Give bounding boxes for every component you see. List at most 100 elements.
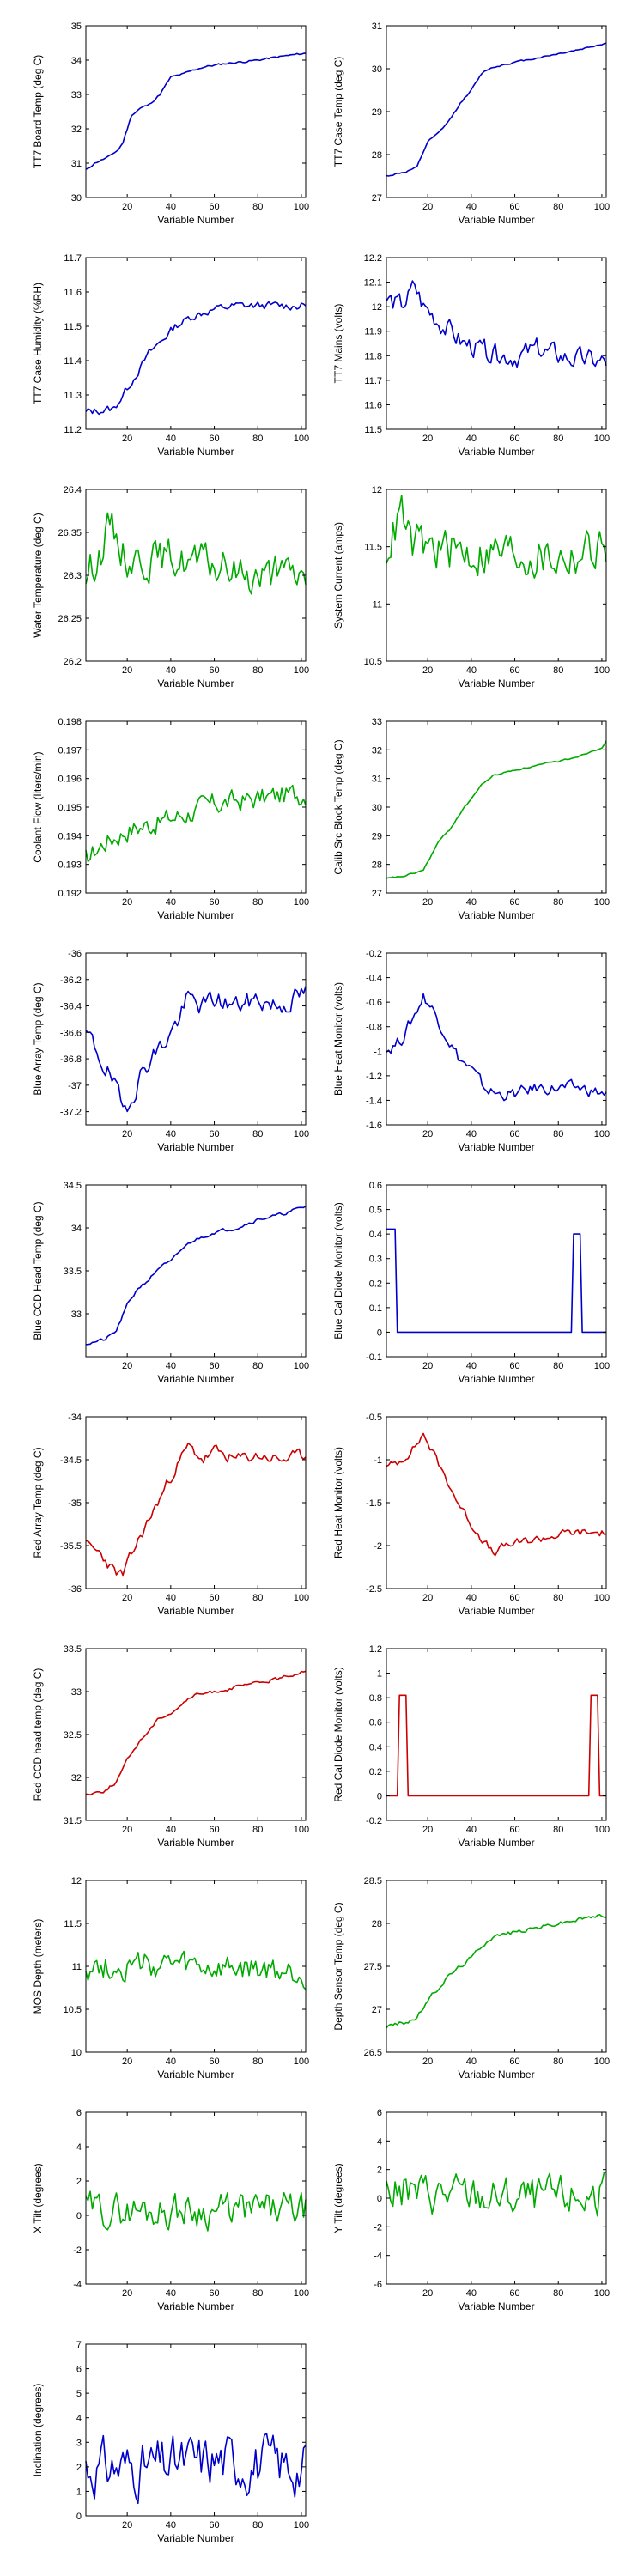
chart-blue-heat-monitor: 20 40 60 80 100 -1.6 -1.4 -1.2 -1 -0.8 -0.6 -0.4 -0.…: [332, 949, 610, 1153]
y-tick-label: -35: [68, 1498, 82, 1509]
x-tick-label: 40: [166, 2057, 176, 2067]
y-tick-label: -1: [374, 1455, 382, 1466]
y-axis-label: Blue Cal Diode Monitor (volts): [332, 1202, 344, 1339]
y-tick-label: 31.5: [64, 1816, 82, 1826]
y-tick-label: 10.5: [364, 657, 382, 667]
y-tick-label: 31: [372, 21, 382, 32]
x-tick-label: 20: [422, 1361, 433, 1371]
x-tick-label: 40: [166, 1361, 176, 1371]
axes-frame: [386, 1880, 607, 2053]
x-tick-label: 60: [509, 1593, 519, 1603]
series-line: [85, 1670, 307, 1796]
y-tick-label: -0.4: [366, 974, 382, 984]
chart-calib-src-block-temp: 20 40 60 80 100 27 28 29 30 31 32 33 Variable Number…: [332, 717, 610, 921]
series-line: [85, 52, 307, 170]
y-tick-label: 29: [372, 107, 382, 118]
y-tick-label: -4: [374, 2251, 382, 2262]
x-tick-label: 80: [553, 1593, 563, 1603]
x-tick-label: 80: [553, 434, 563, 444]
chart-red-heat-monitor: 20 40 60 80 100 -2.5 -2 -1.5 -1 -0.5 Variable Numb…: [332, 1413, 610, 1617]
y-tick-label: 3: [76, 2438, 82, 2448]
y-axis-label: TT7 Board Temp (deg C): [32, 55, 44, 169]
x-tick-label: 60: [209, 2057, 219, 2067]
chart-board-temp: 20 40 60 80 100 30 31 32 33 34 35 Variable Number TT…: [32, 21, 309, 226]
chart-y-tilt: 20 40 60 80 100 -6 -4 -2 0 2 4 6 Variable Number Y Ti…: [332, 2108, 610, 2312]
y-tick-label: 0.198: [58, 717, 82, 727]
y-tick-label: 0.193: [58, 860, 82, 871]
y-tick-label: 28: [372, 150, 382, 161]
x-tick-label: 100: [594, 434, 610, 444]
x-tick-label: 100: [594, 2288, 610, 2299]
x-tick-label: 60: [509, 1361, 519, 1371]
y-tick-label: 30: [71, 193, 82, 204]
series-line: [386, 993, 607, 1102]
y-tick-label: 0.197: [58, 745, 82, 756]
y-tick-label: 0: [377, 2194, 382, 2204]
x-tick-label: 20: [422, 202, 433, 212]
series-line: [85, 2432, 307, 2505]
x-tick-label: 100: [594, 1825, 610, 1835]
y-tick-label: -36.6: [60, 1028, 82, 1038]
x-tick-label: 100: [294, 2520, 309, 2530]
x-tick-label: 40: [466, 434, 477, 444]
y-tick-label: 11.5: [364, 543, 382, 553]
axes-frame: [85, 2111, 307, 2285]
y-tick-label: -0.2: [366, 1816, 382, 1826]
y-tick-label: 26.2: [64, 657, 82, 667]
axes-frame: [386, 489, 607, 662]
y-tick-label: 11.5: [364, 425, 382, 435]
y-tick-label: -1.4: [366, 1096, 382, 1106]
y-tick-label: 0: [76, 2512, 82, 2522]
axes-frame: [85, 25, 307, 198]
y-tick-label: 27: [372, 2005, 382, 2015]
x-tick-label: 100: [294, 1129, 309, 1139]
x-tick-label: 80: [553, 1129, 563, 1139]
x-axis-label: Variable Number: [458, 446, 534, 458]
y-tick-label: -34: [68, 1413, 82, 1423]
y-tick-label: 33: [372, 717, 382, 727]
y-tick-label: 10.5: [64, 2005, 82, 2015]
y-tick-label: -34.5: [60, 1455, 82, 1466]
axes-frame: [85, 1184, 307, 1358]
y-tick-label: 28: [372, 1919, 382, 1929]
x-tick-label: 100: [294, 1593, 309, 1603]
y-tick-label: -36.2: [60, 975, 82, 986]
x-tick-label: 100: [294, 202, 309, 212]
x-tick-label: 80: [252, 434, 263, 444]
x-tick-label: 60: [509, 2057, 519, 2067]
x-tick-label: 100: [594, 1593, 610, 1603]
y-tick-label: 4: [377, 2136, 382, 2147]
x-tick-label: 100: [294, 1361, 309, 1371]
x-tick-label: 80: [553, 2288, 563, 2299]
series-line: [386, 1694, 606, 1797]
x-tick-label: 80: [553, 2057, 563, 2067]
y-tick-label: -4: [73, 2280, 82, 2290]
y-tick-label: 11.6: [64, 288, 82, 298]
y-tick-label: 1: [377, 1669, 382, 1680]
y-tick-label: 10: [71, 2048, 82, 2058]
y-axis-label: Blue Heat Monitor (volts): [332, 982, 344, 1096]
x-tick-label: 100: [594, 897, 610, 908]
y-tick-label: 12.2: [364, 253, 382, 264]
chart-blue-array-temp: 20 40 60 80 100 -37.2 -37 -36.8 -36.6 -36.4 -36.2 -…: [32, 949, 309, 1153]
chart-red-array-temp: 20 40 60 80 100 -36 -35.5 -35 -34.5 -34 Variable N…: [32, 1413, 309, 1617]
x-axis-label: Variable Number: [458, 2069, 534, 2081]
x-tick-label: 100: [294, 2057, 309, 2067]
y-tick-label: 11.5: [64, 1919, 82, 1929]
x-tick-label: 80: [252, 665, 263, 676]
axes-frame: [386, 1648, 607, 1821]
series-line: [85, 1206, 307, 1346]
y-tick-label: 4: [76, 2142, 82, 2153]
x-tick-label: 40: [466, 2057, 477, 2067]
y-tick-label: -1.5: [366, 1498, 382, 1509]
chart-blue-ccd-head-temp: 20 40 60 80 100 33 33.5 34 34.5 Variable Number Bl…: [32, 1181, 309, 1385]
y-axis-label: Blue Array Temp (deg C): [32, 982, 44, 1095]
x-tick-label: 80: [553, 1825, 563, 1835]
y-tick-label: 4: [76, 2414, 82, 2424]
x-axis-label: Variable Number: [157, 446, 234, 458]
x-tick-label: 20: [422, 2288, 433, 2299]
x-tick-label: 40: [166, 2288, 176, 2299]
y-tick-label: -36: [68, 949, 82, 959]
y-tick-label: 28.5: [364, 1876, 382, 1886]
y-tick-label: 6: [76, 2108, 82, 2118]
